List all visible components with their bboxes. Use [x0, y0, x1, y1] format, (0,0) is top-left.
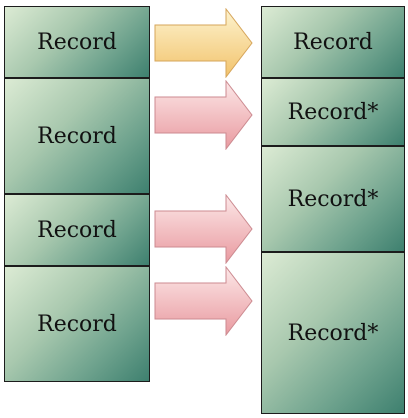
- right-record-1: Record: [261, 6, 405, 78]
- right-record-1-label: Record: [293, 29, 373, 55]
- right-record-3: Record*: [261, 146, 405, 252]
- arrow-4-modified: [154, 266, 254, 336]
- left-record-1-label: Record: [37, 29, 117, 55]
- arrow-2-modified: [154, 80, 254, 150]
- left-record-2: Record: [4, 78, 150, 194]
- right-record-4: Record*: [261, 252, 405, 414]
- left-record-4: Record: [4, 266, 150, 382]
- right-record-3-label: Record*: [287, 186, 379, 212]
- left-record-2-label: Record: [37, 123, 117, 149]
- right-record-2-label: Record*: [287, 99, 379, 125]
- left-record-1: Record: [4, 6, 150, 78]
- arrow-3-modified: [154, 194, 254, 264]
- right-record-2: Record*: [261, 78, 405, 146]
- left-record-3: Record: [4, 194, 150, 266]
- arrow-1-unchanged: [154, 8, 254, 78]
- left-record-3-label: Record: [37, 217, 117, 243]
- right-record-4-label: Record*: [287, 320, 379, 346]
- left-record-4-label: Record: [37, 311, 117, 337]
